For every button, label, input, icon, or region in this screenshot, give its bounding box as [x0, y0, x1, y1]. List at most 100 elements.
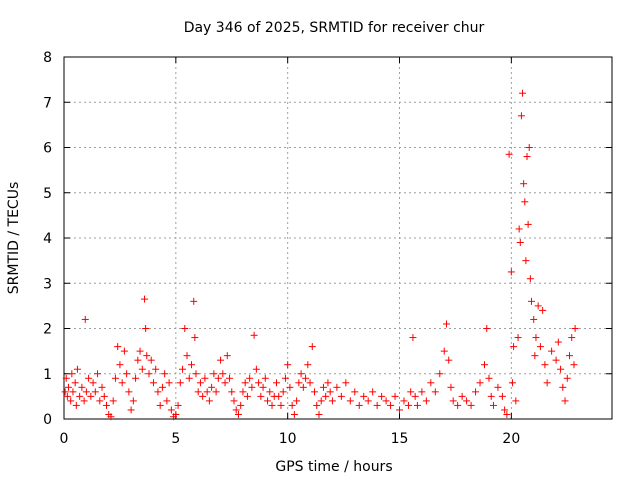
y-tick-label: 4 — [43, 231, 52, 247]
data-point — [100, 392, 108, 400]
data-point — [523, 153, 531, 161]
data-point — [333, 383, 341, 391]
data-point — [281, 374, 289, 382]
data-point — [192, 370, 200, 378]
data-point — [147, 356, 155, 364]
data-point — [275, 392, 283, 400]
data-point — [512, 397, 520, 405]
data-point — [78, 383, 86, 391]
data-point — [72, 401, 80, 409]
data-point — [127, 406, 135, 414]
data-point — [152, 365, 160, 373]
data-point — [264, 397, 272, 405]
data-point — [156, 401, 164, 409]
data-point — [91, 388, 99, 396]
data-point — [552, 356, 560, 364]
data-point — [239, 388, 247, 396]
data-point — [288, 401, 296, 409]
data-point — [120, 347, 128, 355]
data-point — [142, 325, 150, 332]
data-point — [308, 343, 316, 351]
data-point — [212, 388, 220, 396]
data-point — [319, 383, 327, 391]
data-point — [326, 388, 334, 396]
data-point — [87, 392, 95, 400]
data-point — [561, 397, 569, 405]
data-point — [436, 370, 444, 378]
data-point — [179, 365, 187, 373]
data-point — [85, 374, 93, 382]
data-point — [514, 334, 522, 342]
data-point — [226, 374, 234, 382]
data-point — [172, 410, 180, 418]
data-point — [261, 374, 269, 382]
x-axis-ticks: 0 5 10 15 20 — [60, 57, 520, 447]
data-point — [111, 374, 119, 382]
data-point — [299, 383, 307, 391]
data-point — [418, 388, 426, 396]
data-point — [485, 374, 493, 382]
data-point — [476, 379, 484, 387]
data-point — [515, 225, 523, 233]
data-point — [364, 397, 372, 405]
data-point — [241, 379, 249, 387]
data-point — [302, 374, 310, 382]
data-point — [501, 406, 509, 414]
data-point — [109, 397, 117, 405]
data-point — [190, 297, 198, 305]
data-point — [191, 334, 199, 342]
grid-lines — [64, 57, 612, 419]
x-tick-label: 20 — [502, 431, 520, 447]
data-point — [454, 401, 462, 409]
x-axis-label: GPS time / hours — [275, 459, 392, 475]
data-point — [181, 325, 189, 332]
data-point — [68, 370, 76, 378]
y-tick-label: 1 — [43, 367, 52, 383]
data-point — [532, 334, 540, 342]
data-point — [306, 379, 314, 387]
data-point — [76, 392, 84, 400]
data-point — [255, 379, 263, 387]
data-point — [539, 306, 547, 314]
data-point — [520, 180, 528, 188]
data-point — [541, 361, 549, 369]
y-tick-label: 3 — [43, 276, 52, 292]
data-point — [510, 343, 518, 351]
data-point — [63, 392, 71, 400]
data-point — [322, 392, 330, 400]
data-point — [80, 397, 88, 405]
data-point — [297, 370, 305, 378]
data-point — [69, 388, 77, 396]
data-point — [369, 388, 377, 396]
x-tick-label: 0 — [60, 431, 69, 447]
data-point — [64, 383, 72, 391]
data-point — [293, 397, 301, 405]
data-point — [440, 347, 448, 355]
y-axis-label: SRMTID / TECUs — [6, 182, 22, 295]
data-point — [96, 397, 104, 405]
data-point — [304, 361, 312, 369]
data-point — [98, 383, 106, 391]
data-point — [161, 370, 169, 378]
data-point — [449, 397, 457, 405]
data-point — [522, 257, 530, 265]
data-point — [521, 198, 529, 206]
data-point — [203, 388, 211, 396]
data-point — [554, 338, 562, 346]
data-point — [346, 397, 354, 405]
data-point — [445, 356, 453, 364]
data-point — [89, 379, 97, 387]
data-point — [342, 379, 350, 387]
x-tick-label: 10 — [279, 431, 297, 447]
data-point — [167, 406, 175, 414]
data-point — [563, 374, 571, 382]
data-point — [228, 388, 236, 396]
data-point — [259, 383, 267, 391]
data-point — [284, 361, 292, 369]
data-point — [313, 401, 321, 409]
data-point — [268, 401, 276, 409]
data-point — [165, 379, 173, 387]
data-point — [129, 397, 137, 405]
data-point — [81, 315, 89, 323]
